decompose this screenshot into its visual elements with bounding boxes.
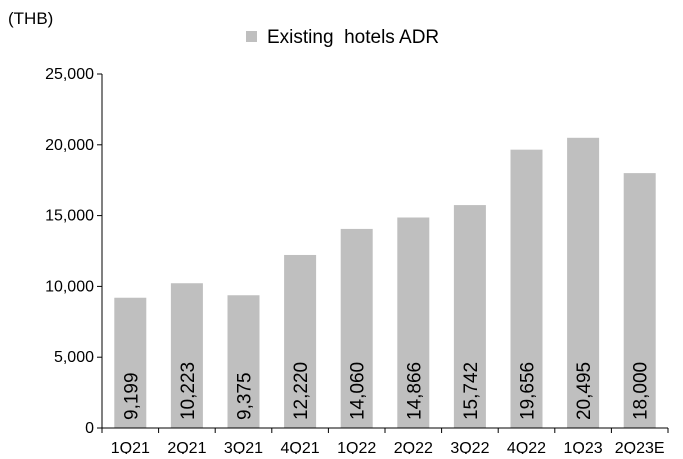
y-axis: 0 5,000 10,000 15,000 20,000 25,000 [45, 66, 103, 437]
data-label: 20,495 [574, 362, 595, 420]
x-tick-label: 4Q21 [281, 440, 320, 454]
y-tick-label: 10,000 [45, 278, 94, 295]
data-label: 15,742 [461, 362, 482, 420]
x-tick-label: 3Q21 [224, 440, 263, 454]
bar [453, 205, 486, 428]
bar [227, 295, 260, 428]
data-label: 18,000 [631, 362, 652, 420]
bar [510, 149, 543, 429]
bar [623, 173, 656, 428]
y-unit-label: (THB) [8, 9, 53, 28]
y-tick-label: 20,000 [45, 137, 94, 154]
data-label: 9,199 [121, 372, 142, 420]
x-tick-label: 1Q23 [564, 440, 603, 454]
x-tick-label: 3Q22 [450, 440, 489, 454]
y-tick-label: 25,000 [45, 66, 94, 83]
data-label: 14,060 [348, 362, 369, 420]
legend-swatch [246, 31, 257, 42]
data-labels: 9,199 10,223 9,375 12,220 14,060 14,866 15,742… [121, 362, 651, 420]
bar [284, 254, 317, 428]
bar [170, 283, 203, 428]
bar [567, 137, 600, 428]
x-tick-label: 4Q22 [507, 440, 546, 454]
y-tick-label: 5,000 [54, 349, 94, 366]
x-tick-label: 2Q23E [615, 440, 665, 454]
data-label: 10,223 [178, 362, 199, 420]
legend-label: Existing hotels ADR [267, 27, 439, 48]
data-label: 9,375 [235, 372, 256, 420]
x-tick-label: 2Q21 [167, 440, 206, 454]
y-tick-label: 0 [85, 420, 94, 437]
legend: Existing hotels ADR [246, 27, 439, 48]
bar [114, 297, 147, 428]
x-tick-label: 1Q22 [337, 440, 376, 454]
data-label: 19,656 [518, 362, 539, 420]
x-tick-label: 2Q22 [394, 440, 433, 454]
bar [340, 228, 373, 428]
bar-series [114, 137, 656, 429]
bar [397, 217, 430, 428]
data-label: 14,866 [404, 362, 425, 420]
x-tick-label: 1Q21 [111, 440, 150, 454]
y-tick-label: 15,000 [45, 208, 94, 225]
x-axis: 1Q21 2Q21 3Q21 4Q21 1Q22 2Q22 3Q22 4Q22 1Q23 2Q23… [101, 427, 669, 457]
data-label: 12,220 [291, 362, 312, 420]
